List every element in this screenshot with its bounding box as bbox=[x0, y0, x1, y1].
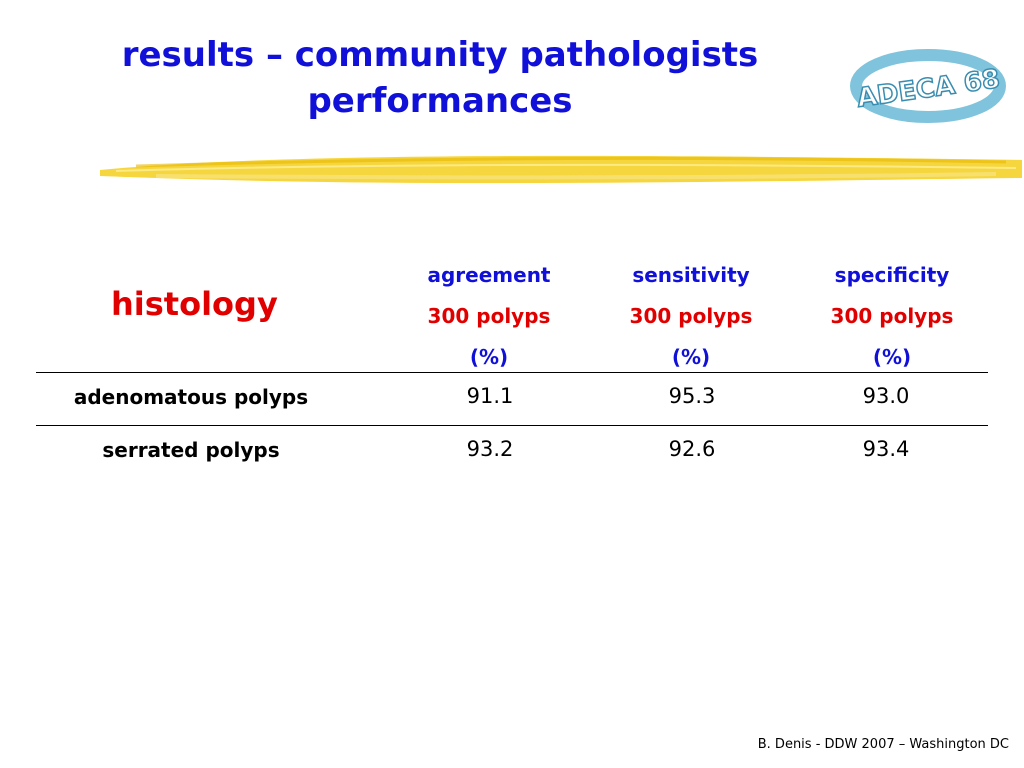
slide-title: results – community pathologists perform… bbox=[40, 32, 840, 124]
table-cell: 93.2 bbox=[466, 437, 514, 461]
column-sensitivity: sensitivity 300 polyps (%) bbox=[611, 255, 771, 378]
slide-footer: B. Denis - DDW 2007 – Washington DC bbox=[757, 737, 1009, 752]
column-name: sensitivity bbox=[632, 263, 750, 287]
table-divider bbox=[36, 372, 988, 373]
title-line-2: performances bbox=[307, 81, 573, 121]
table-cell: 93.4 bbox=[862, 437, 910, 461]
table-row: serrated polyps 93.2 92.6 93.4 bbox=[36, 426, 988, 478]
highlight-brush-stroke bbox=[100, 155, 1022, 184]
table-cell: 91.1 bbox=[466, 384, 514, 408]
column-sample: 300 polyps bbox=[629, 304, 753, 328]
column-unit: (%) bbox=[671, 345, 711, 369]
results-table: histology agreement 300 polyps (%) sensi… bbox=[36, 250, 988, 478]
table-cell: 93.0 bbox=[862, 384, 910, 408]
table-cell: 92.6 bbox=[668, 437, 716, 461]
table-divider bbox=[36, 425, 988, 426]
adeca-logo: ADECA 68 bbox=[850, 49, 1006, 123]
column-unit: (%) bbox=[469, 345, 509, 369]
title-line-1: results – community pathologists bbox=[121, 35, 759, 75]
column-unit: (%) bbox=[872, 345, 912, 369]
row-label: serrated polyps bbox=[102, 438, 280, 462]
row-header-histology: histology bbox=[111, 285, 278, 323]
column-name: specificity bbox=[834, 263, 950, 287]
column-sample: 300 polyps bbox=[427, 304, 551, 328]
table-row: adenomatous polyps 91.1 95.3 93.0 bbox=[36, 373, 988, 425]
column-agreement: agreement 300 polyps (%) bbox=[409, 255, 569, 378]
table-cell: 95.3 bbox=[668, 384, 716, 408]
column-specificity: specificity 300 polyps (%) bbox=[812, 255, 972, 378]
row-label: adenomatous polyps bbox=[73, 385, 309, 409]
table-header: histology agreement 300 polyps (%) sensi… bbox=[36, 250, 988, 372]
column-name: agreement bbox=[427, 263, 551, 287]
column-sample: 300 polyps bbox=[830, 304, 954, 328]
